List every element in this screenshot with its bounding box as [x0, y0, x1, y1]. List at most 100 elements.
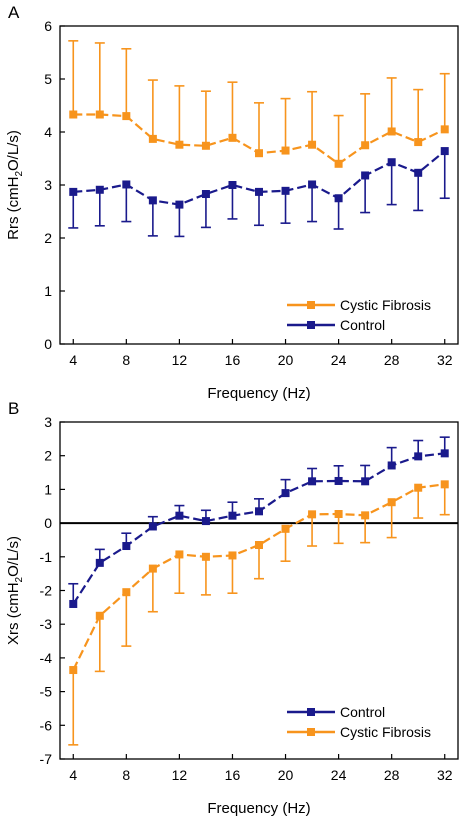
data-point: [387, 498, 396, 507]
y-tick-label: -5: [40, 684, 53, 700]
data-point: [228, 511, 237, 520]
x-tick-label: 24: [331, 352, 347, 368]
series-cystic-fibrosis: [68, 40, 450, 168]
data-point: [387, 158, 396, 167]
x-tick-label: 8: [122, 352, 130, 368]
data-point: [334, 476, 343, 485]
data-point: [361, 141, 370, 150]
data-point: [308, 140, 317, 149]
data-point: [148, 522, 157, 531]
data-point: [255, 187, 263, 196]
y-tick-label: 3: [44, 177, 52, 193]
y-tick-label: 5: [44, 71, 52, 87]
legend-item-control: Control: [287, 704, 385, 720]
data-point: [361, 171, 370, 180]
data-point: [414, 452, 423, 461]
legend-item-cystic-fibrosis: Cystic Fibrosis: [287, 297, 431, 313]
data-point: [69, 666, 78, 675]
data-point: [361, 477, 370, 486]
data-point: [69, 187, 78, 196]
legend-marker: [307, 301, 315, 309]
data-point: [387, 461, 396, 470]
data-point: [122, 588, 131, 597]
data-point: [228, 181, 237, 189]
data-point: [201, 141, 210, 150]
data-point: [440, 125, 449, 134]
data-point: [414, 168, 423, 177]
data-point: [334, 194, 343, 203]
data-point: [281, 489, 290, 498]
y-tick-label: 3: [44, 414, 52, 430]
data-point: [440, 449, 449, 458]
data-point: [334, 510, 343, 519]
data-point: [69, 599, 78, 608]
data-point: [308, 510, 317, 519]
data-point: [201, 552, 210, 561]
data-point: [95, 558, 104, 567]
data-point: [122, 112, 131, 121]
data-point: [440, 147, 449, 156]
x-tick-label: 4: [69, 352, 77, 368]
series-control: [68, 147, 450, 238]
panel-label: B: [8, 399, 19, 418]
y-tick-label: 1: [44, 481, 52, 497]
x-tick-label: 16: [225, 767, 241, 783]
legend-marker: [307, 321, 315, 329]
legend-label: Control: [340, 317, 385, 333]
data-point: [281, 524, 290, 533]
data-point: [95, 185, 104, 194]
data-point: [281, 146, 290, 155]
x-tick-label: 16: [225, 352, 241, 368]
legend-item-control: Control: [287, 317, 385, 333]
data-point: [148, 564, 157, 573]
panel-label: A: [8, 3, 20, 22]
y-tick-label: -6: [40, 717, 53, 733]
x-tick-label: 4: [69, 767, 77, 783]
y-axis-label: Xrs (cmH2O/L/s): [5, 536, 25, 645]
y-tick-label: 2: [44, 230, 52, 246]
y-tick-label: 4: [44, 124, 52, 140]
data-point: [148, 196, 157, 205]
data-point: [175, 550, 184, 559]
x-tick-label: 8: [122, 767, 130, 783]
x-tick-label: 20: [278, 352, 294, 368]
series-control: [68, 436, 450, 608]
x-axis-label: Frequency (Hz): [207, 800, 310, 817]
data-point: [281, 186, 290, 195]
x-tick-label: 12: [172, 767, 188, 783]
data-point: [175, 511, 184, 520]
legend-marker: [307, 728, 315, 736]
data-point: [361, 511, 370, 520]
data-point: [440, 480, 449, 489]
data-point: [201, 517, 210, 526]
y-tick-label: 1: [44, 283, 52, 299]
x-tick-label: 28: [384, 352, 400, 368]
x-tick-label: 32: [437, 352, 453, 368]
y-tick-label: 0: [44, 515, 52, 531]
data-point: [255, 541, 263, 550]
y-tick-label: -3: [40, 616, 53, 632]
x-tick-label: 28: [384, 767, 400, 783]
series-line: [72, 452, 445, 605]
data-point: [308, 180, 317, 189]
data-point: [228, 133, 237, 142]
legend-label: Cystic Fibrosis: [340, 297, 431, 313]
data-point: [95, 611, 104, 620]
data-point: [387, 127, 396, 136]
plot-frame: [59, 421, 459, 760]
x-tick-label: 20: [278, 767, 294, 783]
y-tick-label: -7: [40, 751, 53, 767]
y-tick-label: 0: [44, 336, 52, 352]
x-tick-label: 12: [172, 352, 188, 368]
data-point: [414, 483, 423, 492]
data-point: [255, 149, 263, 158]
data-point: [201, 190, 210, 199]
series-line: [72, 483, 445, 671]
data-point: [148, 134, 157, 143]
y-tick-label: -1: [40, 549, 53, 565]
data-point: [334, 159, 343, 168]
y-axis-label: Rrs (cmH2O/L/s): [5, 130, 25, 240]
